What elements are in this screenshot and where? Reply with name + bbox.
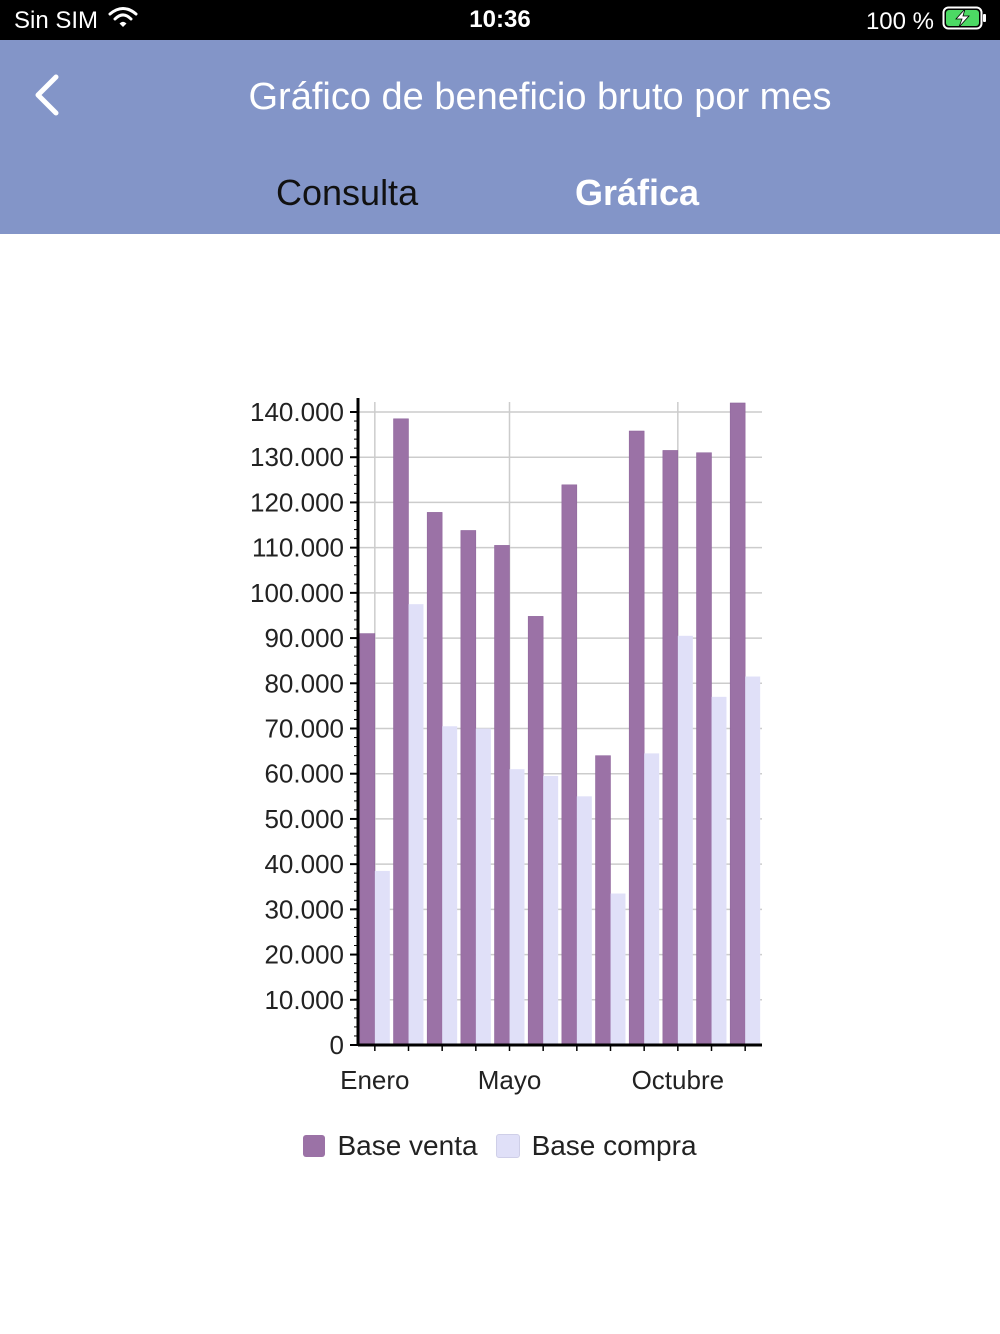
- y-tick-label: 0: [330, 1030, 344, 1060]
- bar-base-compra: [576, 796, 592, 1045]
- bar-base-compra: [610, 893, 626, 1045]
- y-tick-label: 140.000: [250, 397, 344, 427]
- bar-base-venta: [561, 484, 578, 1046]
- battery-charging-icon: [942, 6, 988, 37]
- legend-item-compra: Base compra: [495, 1130, 697, 1162]
- status-right: 100 %: [866, 6, 988, 37]
- y-tick-label: 50.000: [264, 804, 344, 834]
- carrier-label: Sin SIM: [14, 6, 99, 34]
- bar-base-compra: [374, 870, 390, 1045]
- bar-base-compra: [644, 753, 660, 1045]
- y-tick-label: 80.000: [264, 668, 344, 698]
- bar-base-compra: [677, 635, 693, 1045]
- battery-percentage: 100 %: [865, 7, 934, 35]
- bar-base-venta: [460, 530, 477, 1046]
- bar-base-venta: [393, 418, 409, 1046]
- bar-base-venta: [729, 402, 746, 1046]
- legend-label-venta: Base venta: [337, 1130, 478, 1161]
- bar-base-venta: [359, 633, 376, 1046]
- status-bar: Sin SIM 10:36 100 %: [0, 0, 1000, 40]
- y-tick-label: 30.000: [264, 894, 344, 924]
- bar-base-compra: [543, 775, 559, 1045]
- legend-swatch-venta: [303, 1135, 326, 1157]
- bar-base-venta: [662, 450, 679, 1046]
- bar-base-compra: [475, 728, 491, 1045]
- y-tick-label: 70.000: [264, 714, 344, 744]
- y-tick-label: 40.000: [264, 849, 344, 879]
- bar-base-compra: [711, 696, 727, 1045]
- y-tick-label: 60.000: [264, 759, 344, 789]
- y-tick-label: 100.000: [250, 578, 344, 608]
- y-tick-label: 120.000: [250, 487, 344, 517]
- x-tick-label: Enero: [340, 1065, 409, 1095]
- bar-base-venta: [527, 616, 544, 1046]
- bar-base-compra: [509, 769, 525, 1045]
- y-tick-label: 130.000: [250, 442, 344, 472]
- back-button[interactable]: [22, 70, 72, 124]
- bar-base-compra: [442, 726, 458, 1045]
- nav-header: Gráfico de beneficio bruto por mes Consu…: [0, 40, 1000, 234]
- status-left: Sin SIM: [14, 6, 138, 35]
- bar-base-compra: [408, 604, 424, 1045]
- tab-consulta[interactable]: Consulta: [276, 172, 419, 213]
- bar-chart: 0 10.000 20.000 30.000 40.000 50.000 60.000 70.…: [250, 397, 762, 1095]
- bar-base-venta: [595, 755, 611, 1046]
- wifi-icon: [108, 6, 138, 35]
- legend-label-compra: Base compra: [531, 1130, 697, 1161]
- y-tick-label: 20.000: [264, 940, 344, 970]
- y-tick-label: 110.000: [252, 533, 344, 563]
- x-tick-label: Octubre: [632, 1065, 725, 1095]
- legend-swatch-compra: [495, 1134, 520, 1158]
- bar-base-venta: [426, 512, 443, 1046]
- chevron-left-icon: [32, 73, 62, 122]
- y-tick-label: 10.000: [264, 985, 344, 1015]
- page-title: Gráfico de beneficio bruto por mes: [248, 76, 832, 118]
- x-tick-label: Mayo: [478, 1065, 542, 1095]
- chart-legend: Base venta Base compra: [0, 1130, 1000, 1162]
- chart-area: 0 10.000 20.000 30.000 40.000 50.000 60.000 70.…: [0, 234, 1000, 1334]
- bar-base-compra: [745, 676, 761, 1045]
- bar-base-venta: [696, 452, 712, 1046]
- y-tick-label: 90.000: [264, 623, 344, 653]
- bar-base-venta: [628, 430, 645, 1046]
- tab-grafica[interactable]: Gráfica: [575, 172, 700, 213]
- bar-base-venta: [494, 545, 510, 1046]
- status-time: 10:36: [469, 6, 531, 33]
- legend-item-venta: Base venta: [303, 1130, 478, 1162]
